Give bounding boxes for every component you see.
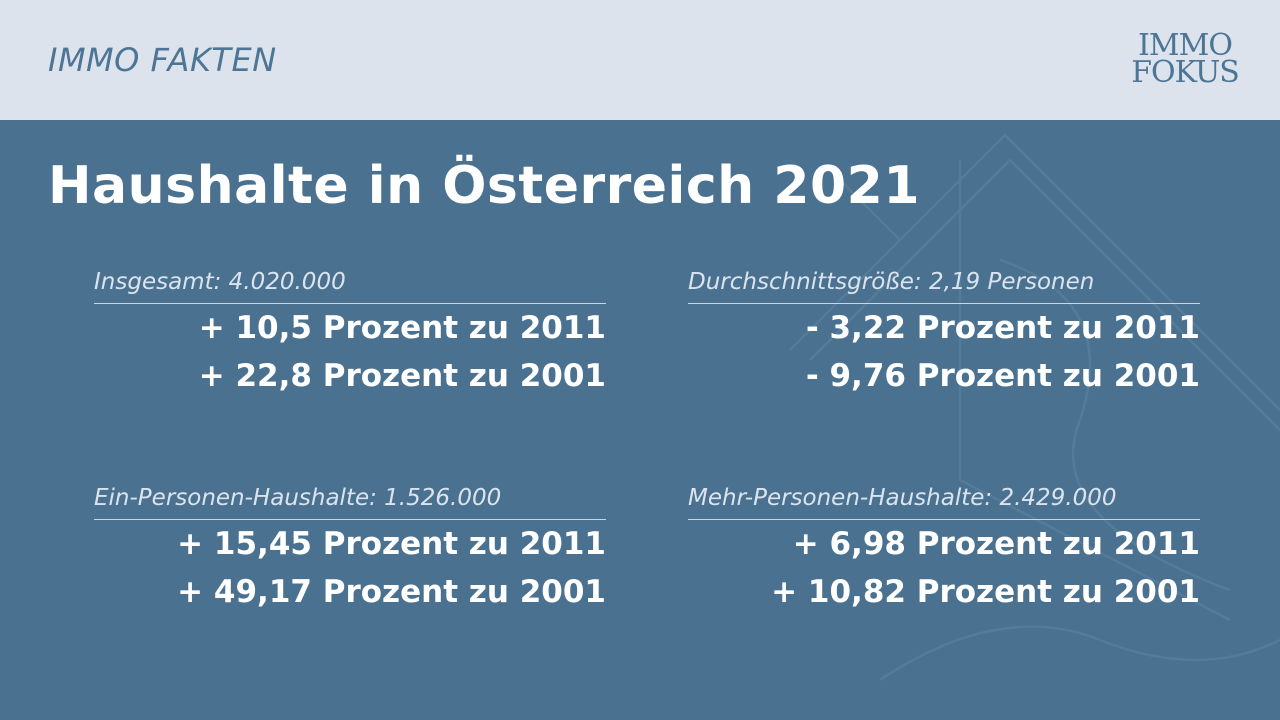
stat-block-average-size: Durchschnittsgröße: 2,19 Personen - 3,22… [688, 269, 1200, 400]
stat-value: - 3,22 Prozent zu 2011 [805, 310, 1200, 347]
stat-value: + 15,45 Prozent zu 2011 [177, 526, 606, 563]
main-panel: Haushalte in Österreich 2021 Insgesamt: … [0, 120, 1280, 720]
stat-block-total: Insgesamt: 4.020.000 + 10,5 Prozent zu 2… [94, 269, 606, 400]
logo-line-2: FOKUS [1131, 55, 1240, 90]
logo-line-1: IMMO [1138, 28, 1233, 63]
stat-label: Mehr-Personen-Haushalte: 2.429.000 [688, 485, 1200, 521]
stat-value: + 10,82 Prozent zu 2001 [771, 574, 1200, 611]
immo-fokus-logo: IMMO FOKUS [1120, 28, 1250, 90]
stat-block-single-person: Ein-Personen-Haushalte: 1.526.000 + 15,4… [94, 485, 606, 616]
watermark-graphic [789, 133, 1280, 682]
stat-value: + 10,5 Prozent zu 2011 [198, 310, 606, 347]
stat-block-multi-person: Mehr-Personen-Haushalte: 2.429.000 + 6,9… [688, 485, 1200, 616]
header-bar: IMMO FAKTEN IMMO FOKUS [0, 0, 1280, 120]
stat-label: Ein-Personen-Haushalte: 1.526.000 [94, 485, 606, 521]
section-label: IMMO FAKTEN [48, 41, 277, 79]
stat-label: Durchschnittsgröße: 2,19 Personen [688, 269, 1200, 305]
stat-value: - 9,76 Prozent zu 2001 [805, 358, 1200, 395]
stat-label: Insgesamt: 4.020.000 [94, 269, 606, 305]
stat-value: + 49,17 Prozent zu 2001 [177, 574, 606, 611]
stat-value: + 22,8 Prozent zu 2001 [198, 358, 606, 395]
page-title: Haushalte in Österreich 2021 [48, 156, 921, 216]
stat-value: + 6,98 Prozent zu 2011 [792, 526, 1200, 563]
